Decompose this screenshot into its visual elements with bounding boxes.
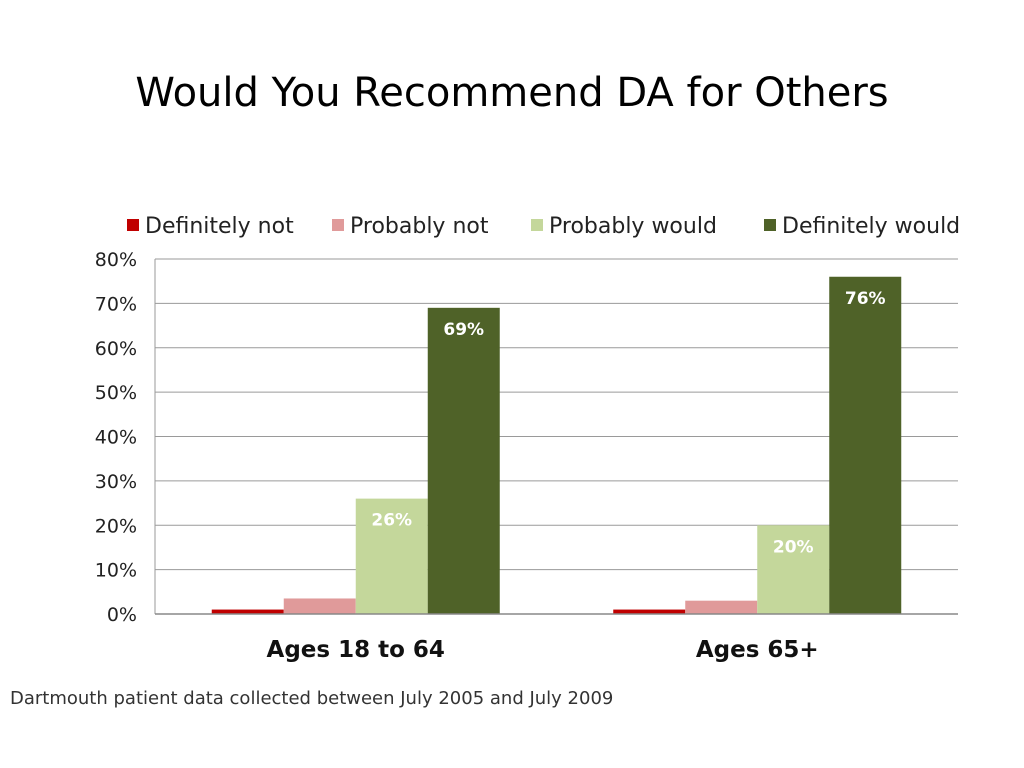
y-axis: 0% 10% 20% 30% 40% 50% 60% 70% 80% (95, 249, 156, 626)
legend-swatch (531, 219, 543, 231)
bar-definitely-would (829, 276, 902, 614)
legend-label: Probably would (549, 214, 717, 239)
legend-swatch (332, 219, 344, 231)
bar-definitely-not (613, 609, 686, 614)
bar-data-label: 26% (371, 511, 412, 531)
bar-data-label: 69% (443, 320, 484, 340)
legend-label: Definitely not (145, 214, 294, 239)
bar-data-label: 20% (773, 537, 814, 557)
legend-swatch (127, 219, 139, 231)
bar-probably-would (355, 498, 428, 614)
legend-label: Probably not (350, 214, 489, 239)
chart-bars: 26% 69% 20% 76% (211, 276, 902, 614)
y-tick-label: 60% (95, 338, 137, 360)
y-tick-label: 80% (95, 249, 137, 271)
y-tick-label: 30% (95, 471, 137, 493)
bar-probably-not (283, 598, 356, 614)
bar-definitely-not (211, 609, 284, 614)
x-category-label: Ages 65+ (696, 637, 819, 663)
bar-probably-not (685, 600, 758, 614)
bar-data-label: 76% (845, 289, 886, 309)
bar-definitely-would (427, 307, 500, 614)
source-footnote: Dartmouth patient data collected between… (10, 688, 614, 709)
legend-swatch (764, 219, 776, 231)
y-tick-label: 20% (95, 515, 137, 537)
bar-probably-would (757, 525, 830, 614)
x-category-label: Ages 18 to 64 (267, 637, 445, 663)
y-tick-label: 50% (95, 382, 137, 404)
y-tick-label: 70% (95, 293, 137, 315)
chart-legend: Definitely not Probably not Probably would… (127, 214, 960, 239)
x-axis: Ages 18 to 64 Ages 65+ (155, 613, 958, 663)
y-tick-label: 0% (107, 604, 137, 626)
y-tick-label: 10% (95, 560, 137, 582)
y-tick-label: 40% (95, 427, 137, 449)
legend-label: Definitely would (782, 214, 960, 239)
slide-title: Would You Recommend DA for Others (135, 70, 889, 116)
